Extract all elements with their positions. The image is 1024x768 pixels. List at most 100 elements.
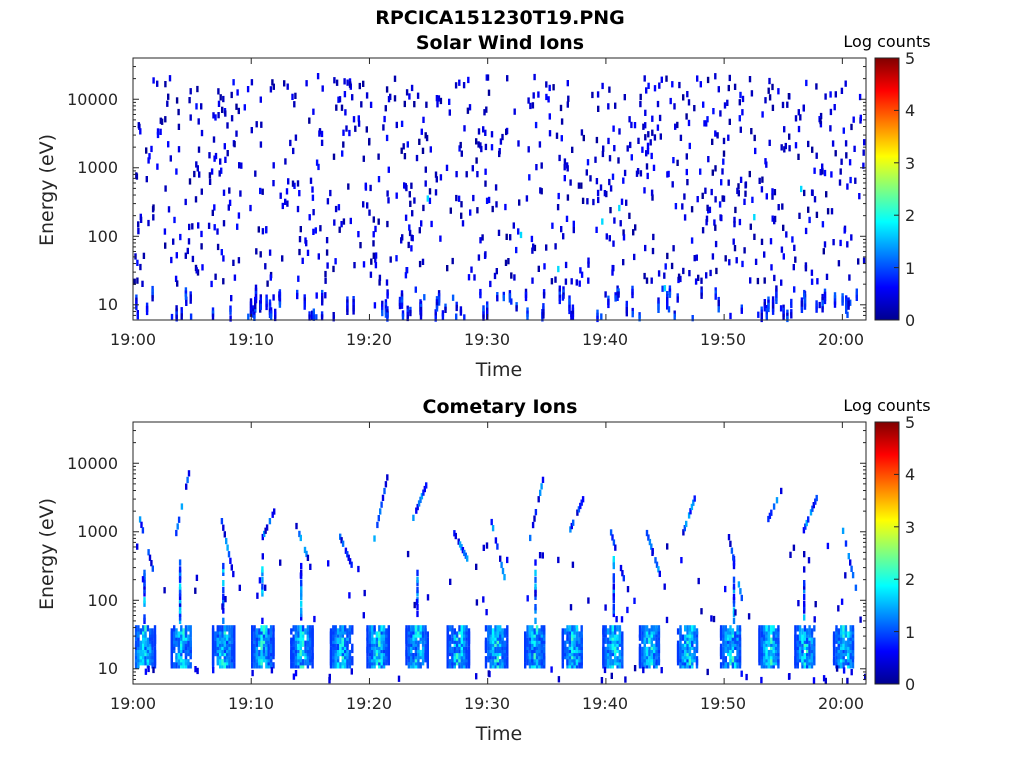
heatmap-cell [417, 500, 421, 507]
heatmap-cell [837, 605, 840, 612]
heatmap-cell [475, 673, 478, 680]
panel1-heatmap [133, 73, 866, 323]
heatmap-cell [465, 625, 468, 632]
heatmap-cell [645, 163, 649, 170]
heatmap-cell [796, 625, 799, 632]
heatmap-cell [147, 219, 150, 227]
heatmap-cell [732, 617, 736, 624]
heatmap-cell [300, 593, 303, 600]
heatmap-cell [693, 646, 696, 654]
heatmap-cell [633, 122, 637, 129]
heatmap-cell [482, 314, 485, 321]
heatmap-cell [823, 297, 827, 305]
heatmap-cell [664, 263, 667, 270]
heatmap-cell [631, 311, 634, 318]
heatmap-cell [255, 649, 259, 657]
heatmap-cell [230, 91, 233, 99]
heatmap-cell [645, 646, 649, 654]
heatmap-cell [319, 225, 322, 232]
heatmap-cell [760, 625, 764, 632]
heatmap-cell [197, 146, 201, 153]
heatmap-cell [169, 155, 172, 162]
heatmap-cell [770, 625, 773, 632]
heatmap-cell [558, 154, 561, 162]
heatmap-cell [534, 604, 537, 611]
heatmap-cell [815, 83, 818, 90]
heatmap-cell [647, 534, 650, 541]
heatmap-cell [534, 583, 537, 590]
heatmap-cell [448, 98, 451, 105]
heatmap-cell [732, 238, 735, 245]
heatmap-cell [728, 118, 731, 125]
heatmap-cell [336, 649, 340, 657]
heatmap-cell [164, 185, 167, 192]
heatmap-cell [612, 610, 615, 618]
heatmap-cell [753, 233, 756, 240]
heatmap-cell [740, 307, 743, 314]
heatmap-cell [451, 625, 454, 632]
heatmap-cell [705, 215, 709, 222]
heatmap-cell [652, 164, 656, 171]
heatmap-cell [620, 198, 624, 205]
heatmap-cell [844, 625, 848, 632]
heatmap-cell [691, 653, 694, 660]
heatmap-cell [497, 229, 501, 236]
heatmap-cell [178, 576, 182, 583]
heatmap-cell [292, 662, 295, 669]
heatmap-cell [690, 237, 694, 244]
panel1-ytick-label: 10 [98, 295, 118, 314]
heatmap-cell [187, 640, 190, 647]
heatmap-cell [612, 562, 615, 570]
heatmap-cell [485, 197, 489, 204]
heatmap-cell [233, 662, 236, 669]
heatmap-cell [734, 662, 737, 669]
heatmap-cell [143, 600, 146, 607]
heatmap-cell [663, 583, 666, 590]
heatmap-cell [693, 255, 696, 262]
heatmap-cell [683, 193, 686, 200]
heatmap-cell [607, 103, 610, 110]
heatmap-cell [738, 218, 742, 226]
heatmap-cell [728, 259, 731, 266]
heatmap-cell [485, 609, 488, 616]
heatmap-cell [164, 116, 167, 123]
heatmap-cell [196, 269, 200, 276]
heatmap-cell [395, 121, 398, 129]
heatmap-cell [545, 244, 548, 251]
heatmap-cell [710, 188, 713, 196]
heatmap-cell [487, 89, 491, 96]
heatmap-cell [405, 89, 409, 96]
heatmap-cell [604, 646, 607, 654]
heatmap-cell [140, 521, 143, 528]
heatmap-cell [729, 312, 732, 320]
heatmap-cell [503, 574, 506, 581]
heatmap-cell [238, 162, 241, 169]
heatmap-cell [172, 238, 175, 245]
heatmap-cell [223, 625, 227, 632]
heatmap-cell [360, 101, 363, 108]
heatmap-cell [803, 303, 807, 310]
heatmap-cell [507, 258, 510, 265]
heatmap-cell [509, 234, 512, 241]
heatmap-cell [622, 259, 625, 266]
heatmap-cell [435, 176, 438, 183]
heatmap-cell [317, 163, 320, 171]
heatmap-cell [261, 576, 264, 583]
heatmap-cell [233, 640, 236, 647]
heatmap-cell [365, 126, 368, 133]
heatmap-cell [612, 240, 615, 247]
heatmap-cell [321, 85, 324, 92]
heatmap-cell [682, 267, 685, 275]
heatmap-cell [451, 294, 455, 301]
heatmap-cell [211, 209, 214, 216]
heatmap-cell [348, 625, 352, 632]
heatmap-cell [143, 586, 146, 594]
heatmap-cell [630, 154, 633, 161]
heatmap-cell [642, 666, 645, 674]
heatmap-cell [790, 312, 793, 319]
heatmap-cell [151, 628, 154, 635]
heatmap-cell [612, 607, 615, 614]
heatmap-cell [256, 592, 259, 599]
heatmap-cell [537, 91, 540, 98]
heatmap-cell [195, 267, 198, 274]
